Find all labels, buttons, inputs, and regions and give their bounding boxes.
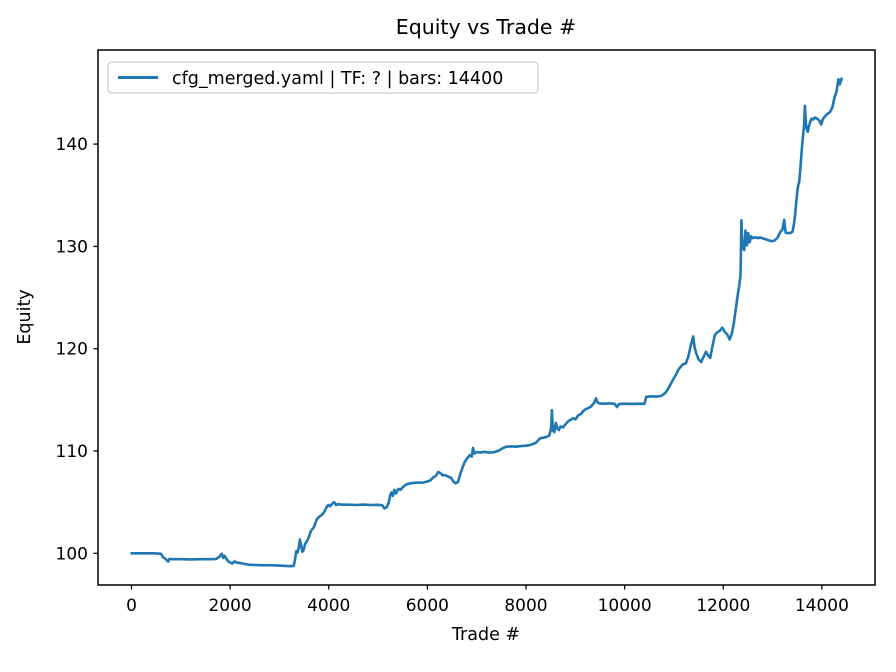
x-tick-label: 6000 (406, 596, 449, 616)
chart-title: Equity vs Trade # (396, 15, 577, 39)
x-tick-label: 4000 (307, 596, 350, 616)
y-tick-label: 120 (56, 340, 88, 360)
legend: cfg_merged.yaml | TF: ? | bars: 14400 (107, 61, 539, 94)
y-tick-label: 140 (56, 135, 88, 155)
x-tick-label: 0 (126, 596, 137, 616)
y-tick-label: 130 (56, 237, 88, 257)
x-tick-label: 14000 (795, 596, 849, 616)
x-tick-label: 2000 (208, 596, 251, 616)
y-tick-label: 100 (56, 544, 88, 564)
x-axis-label: Trade # (451, 625, 520, 645)
axes-border (97, 49, 876, 586)
y-axis-label: Equity (15, 289, 35, 344)
equity-line (130, 77, 843, 568)
legend-label: cfg_merged.yaml | TF: ? | bars: 14400 (172, 69, 503, 89)
x-tick-label: 8000 (504, 596, 547, 616)
legend-box (107, 61, 539, 94)
x-tick-label: 12000 (696, 596, 750, 616)
y-axis-ticks: 100 110 120 130 140 (56, 135, 98, 564)
plot-area (98, 50, 875, 585)
x-tick-label: 10000 (598, 596, 652, 616)
x-axis-ticks: 0 2000 4000 6000 8000 10000 12000 14000 (126, 585, 849, 616)
y-tick-label: 110 (56, 442, 88, 462)
